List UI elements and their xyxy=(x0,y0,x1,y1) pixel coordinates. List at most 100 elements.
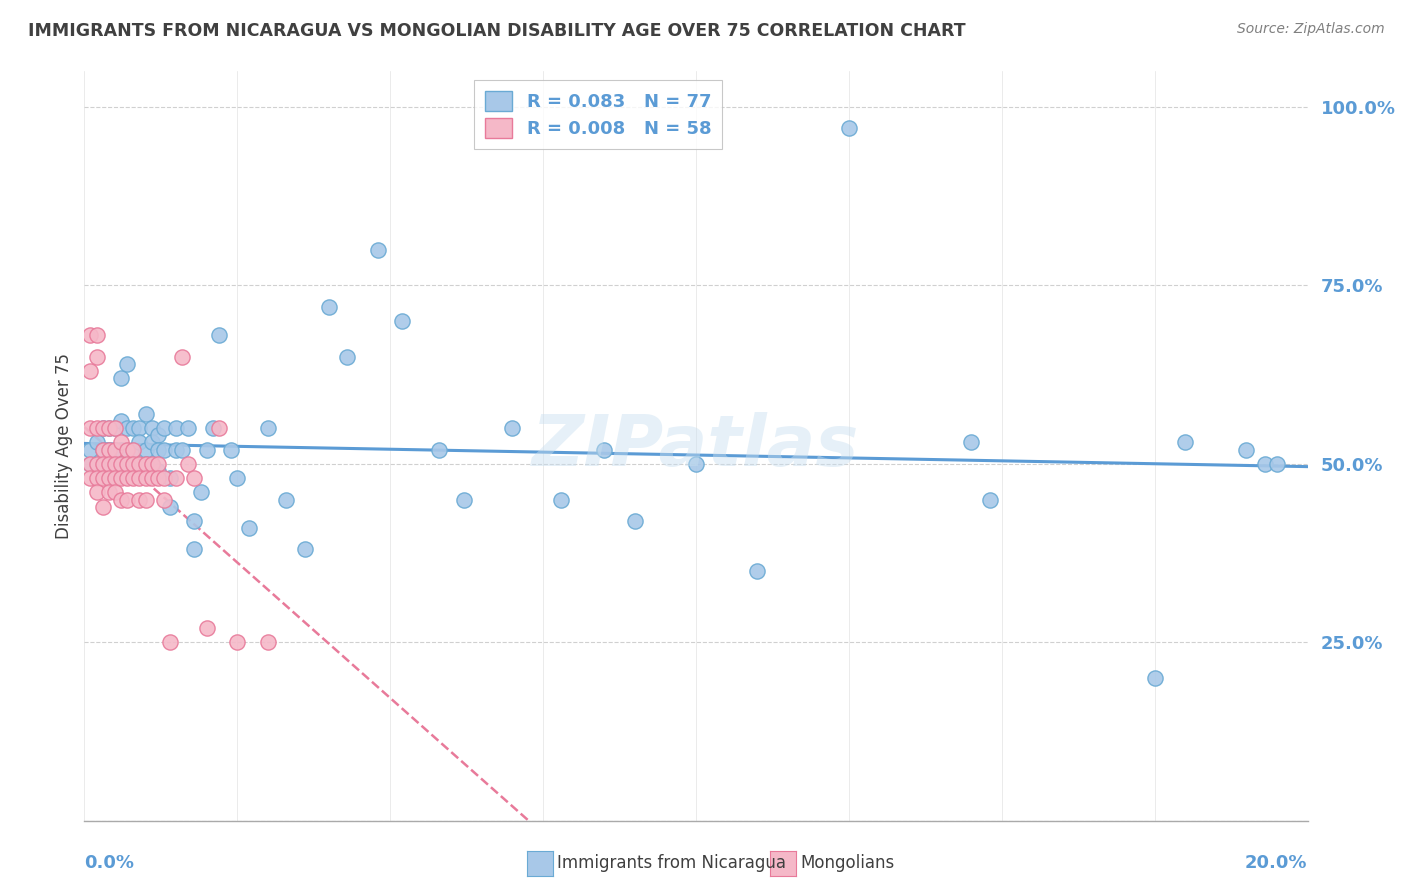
Point xyxy=(336,350,359,364)
Point xyxy=(97,421,120,435)
Point xyxy=(257,635,280,649)
Point xyxy=(238,521,260,535)
Point xyxy=(104,421,127,435)
Point xyxy=(110,457,132,471)
Point xyxy=(1143,671,1166,685)
Point xyxy=(79,421,101,435)
Point xyxy=(550,492,572,507)
Point xyxy=(624,514,647,528)
Point xyxy=(104,421,127,435)
Point xyxy=(146,464,169,478)
Text: Source: ZipAtlas.com: Source: ZipAtlas.com xyxy=(1237,22,1385,37)
Y-axis label: Disability Age Over 75: Disability Age Over 75 xyxy=(55,353,73,539)
Point xyxy=(91,471,114,485)
Point xyxy=(159,635,181,649)
Point xyxy=(159,471,181,485)
Text: ZIPatlas: ZIPatlas xyxy=(533,411,859,481)
Point xyxy=(208,328,231,343)
Text: Mongolians: Mongolians xyxy=(800,855,894,872)
Point xyxy=(86,485,108,500)
Point xyxy=(159,500,181,514)
Point xyxy=(86,457,108,471)
Point xyxy=(153,421,176,435)
Point xyxy=(122,442,145,457)
Point xyxy=(172,350,194,364)
Point xyxy=(219,442,242,457)
Text: IMMIGRANTS FROM NICARAGUA VS MONGOLIAN DISABILITY AGE OVER 75 CORRELATION CHART: IMMIGRANTS FROM NICARAGUA VS MONGOLIAN D… xyxy=(28,22,966,40)
Point xyxy=(226,635,249,649)
Point xyxy=(115,442,138,457)
Point xyxy=(104,471,127,485)
Point xyxy=(453,492,475,507)
Point xyxy=(110,442,132,457)
Point xyxy=(122,421,145,435)
Point xyxy=(115,357,138,371)
Point xyxy=(135,442,157,457)
Point xyxy=(104,442,127,457)
Point xyxy=(97,442,120,457)
Point xyxy=(97,421,120,435)
Point xyxy=(153,442,176,457)
Point xyxy=(128,435,150,450)
Point xyxy=(110,371,132,385)
Point xyxy=(91,421,114,435)
Point xyxy=(1254,457,1277,471)
Point xyxy=(91,421,114,435)
Point xyxy=(110,457,132,471)
Point xyxy=(122,457,145,471)
Point xyxy=(146,428,169,442)
Point xyxy=(97,485,120,500)
Point xyxy=(838,121,860,136)
Point xyxy=(91,442,114,457)
Point xyxy=(91,457,114,471)
Point xyxy=(1236,442,1258,457)
Point xyxy=(91,500,114,514)
Point xyxy=(195,442,218,457)
Point xyxy=(153,492,176,507)
Point xyxy=(135,457,157,471)
Point xyxy=(135,457,157,471)
Point xyxy=(276,492,298,507)
Point xyxy=(165,442,187,457)
Point xyxy=(190,485,212,500)
Point xyxy=(128,471,150,485)
Point xyxy=(153,471,176,485)
Point xyxy=(91,442,114,457)
Point xyxy=(91,457,114,471)
Point xyxy=(135,471,157,485)
Point xyxy=(97,471,120,485)
Point xyxy=(122,457,145,471)
Point xyxy=(122,471,145,485)
Point xyxy=(104,485,127,500)
Point xyxy=(146,471,169,485)
Point xyxy=(115,492,138,507)
Point xyxy=(1265,457,1288,471)
Point xyxy=(165,471,187,485)
Point xyxy=(128,457,150,471)
Point xyxy=(115,457,138,471)
Point xyxy=(79,442,101,457)
Point xyxy=(115,471,138,485)
Point xyxy=(141,435,163,450)
Point xyxy=(115,457,138,471)
Point xyxy=(747,564,769,578)
Point xyxy=(110,492,132,507)
Point xyxy=(79,457,101,471)
Point xyxy=(141,471,163,485)
Point xyxy=(97,442,120,457)
Text: Immigrants from Nicaragua: Immigrants from Nicaragua xyxy=(557,855,786,872)
Point xyxy=(226,471,249,485)
Point xyxy=(177,421,200,435)
Point xyxy=(960,435,983,450)
Point xyxy=(97,457,120,471)
Point xyxy=(135,492,157,507)
Point xyxy=(391,314,413,328)
Point xyxy=(979,492,1001,507)
Point xyxy=(141,457,163,471)
Point xyxy=(122,442,145,457)
Point xyxy=(128,421,150,435)
Point xyxy=(79,328,101,343)
Point xyxy=(502,421,524,435)
Point xyxy=(86,457,108,471)
Point xyxy=(86,435,108,450)
